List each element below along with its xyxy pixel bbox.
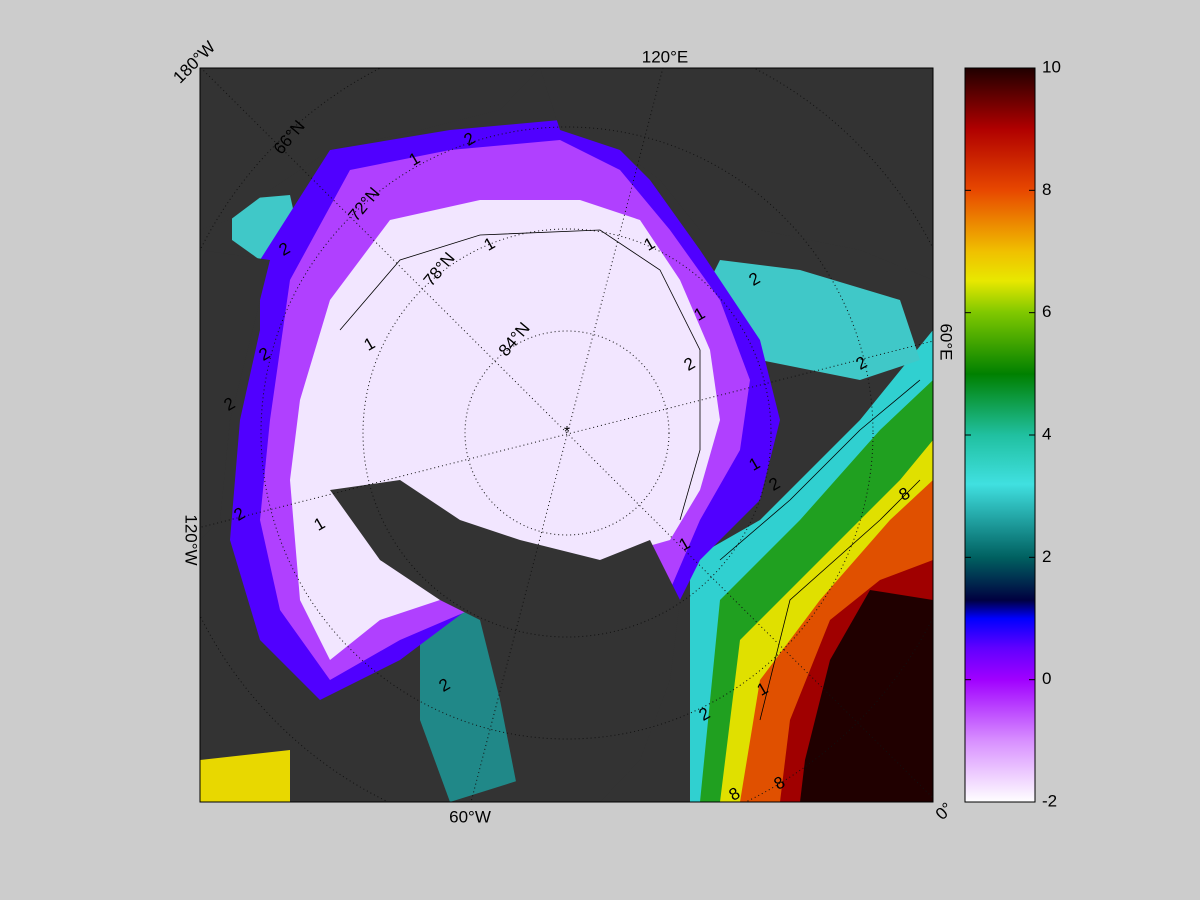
colorbar-tick-label: 10 (1042, 57, 1061, 76)
colorbar-tick-label: 6 (1042, 302, 1051, 321)
map: * (200, 68, 933, 802)
ocean (800, 590, 933, 802)
graticule: * (200, 68, 933, 802)
ocean (200, 750, 290, 802)
svg-text:*: * (564, 424, 570, 441)
map-frame (199, 67, 934, 803)
longitude-label: 60°E (937, 323, 956, 360)
colorbar-tick-label: 0 (1042, 669, 1051, 688)
longitude-label: 120°W (182, 514, 201, 565)
contour (339, 229, 701, 521)
land (540, 68, 933, 280)
colorbar-tick-label: 2 (1042, 547, 1051, 566)
colorbar-tick-label: 4 (1042, 424, 1051, 443)
longitude-label: 60°W (449, 807, 491, 826)
land (200, 68, 540, 230)
colorbar-tick-label: 8 (1042, 180, 1051, 199)
longitude-label: 0° (932, 799, 957, 824)
colorbar-tick-label: -2 (1042, 791, 1057, 810)
longitude-label: 120°E (642, 47, 689, 66)
contour (719, 379, 921, 561)
land (200, 250, 270, 540)
colorbar (964, 67, 1036, 803)
land (330, 480, 680, 802)
contour (759, 479, 921, 721)
